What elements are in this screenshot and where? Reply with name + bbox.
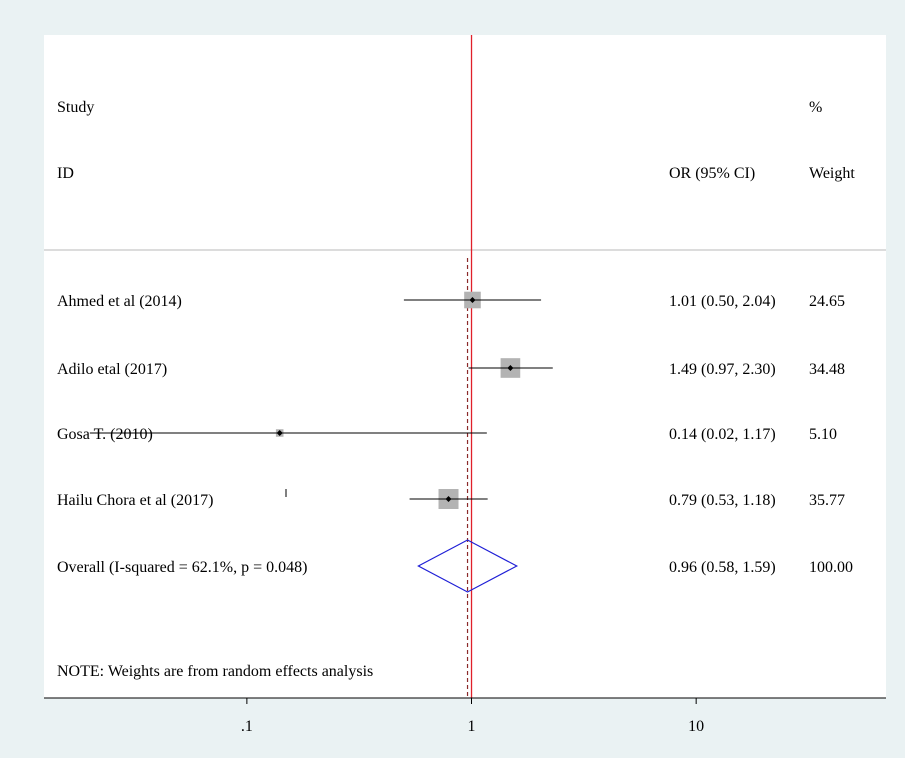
x-axis-tick-label: 10	[688, 718, 704, 735]
x-axis-tick-label: .1	[241, 718, 253, 735]
overall-ci-text: 0.96 (0.58, 1.59)	[669, 559, 776, 576]
study-weight-text: 35.77	[809, 492, 845, 509]
header-study: Study	[57, 99, 94, 116]
study-ci-text: 0.14 (0.02, 1.17)	[669, 426, 776, 443]
study-label: Ahmed et al (2014)	[57, 293, 182, 310]
header-percent: %	[809, 99, 822, 116]
study-point-estimate	[276, 430, 283, 436]
study-weight-text: 5.10	[809, 426, 837, 443]
x-axis-tick-label: 1	[468, 718, 476, 735]
overall-weight-text: 100.00	[809, 559, 853, 576]
note-text: NOTE: Weights are from random effects an…	[57, 663, 373, 680]
study-weight-text: 34.48	[809, 361, 845, 378]
study-label: Hailu Chora et al (2017)	[57, 492, 213, 509]
header-weight: Weight	[809, 165, 855, 182]
study-label: Adilo etal (2017)	[57, 361, 167, 378]
header-id: ID	[57, 165, 74, 182]
header-effect: OR (95% CI)	[669, 165, 755, 182]
overall-label: Overall (I-squared = 62.1%, p = 0.048)	[57, 559, 307, 576]
study-label: Gosa T. (2010)	[57, 426, 153, 443]
study-point-estimate	[469, 297, 476, 303]
study-ci-text: 0.79 (0.53, 1.18)	[669, 492, 776, 509]
study-ci-text: 1.01 (0.50, 2.04)	[669, 293, 776, 310]
plot-area	[44, 35, 886, 698]
study-weight-text: 24.65	[809, 293, 845, 310]
study-point-estimate	[507, 365, 514, 371]
study-ci-text: 1.49 (0.97, 2.30)	[669, 361, 776, 378]
study-point-estimate	[445, 496, 452, 502]
overall-diamond	[417, 539, 519, 593]
